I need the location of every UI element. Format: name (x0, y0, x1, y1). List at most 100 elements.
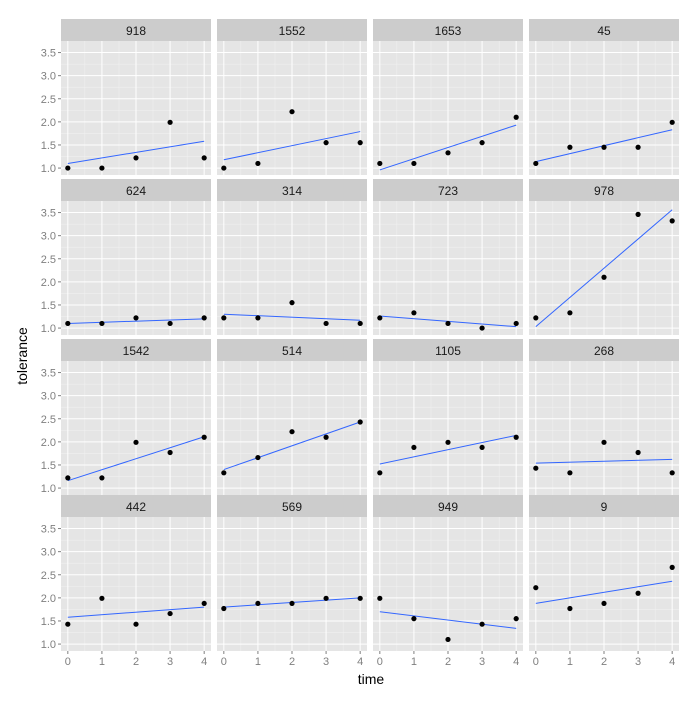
data-point (411, 616, 417, 622)
data-point (65, 621, 71, 627)
data-point (201, 434, 207, 440)
data-point (669, 119, 675, 125)
data-point (255, 454, 261, 461)
fit-line (535, 458, 673, 464)
data-point (167, 320, 173, 327)
facet-strip (217, 179, 367, 201)
data-point (601, 600, 607, 607)
data-point (65, 320, 71, 327)
data-point (567, 144, 573, 150)
facet-panel: 723 (373, 179, 523, 335)
data-point (601, 274, 607, 280)
x-axis-label: time (358, 671, 385, 687)
y-axis-label: tolerance (14, 327, 30, 385)
data-point (567, 605, 573, 612)
data-point (289, 109, 295, 115)
data-point (479, 325, 485, 331)
data-point (357, 595, 363, 601)
facet-strip (373, 179, 523, 201)
fit-line (535, 580, 673, 604)
data-point (133, 155, 139, 161)
x-tick-label: 2 (133, 656, 139, 668)
x-tick-label: 1 (411, 656, 417, 668)
x-tick-label: 0 (377, 656, 383, 668)
y-tick-label: 2.5 (41, 94, 56, 106)
data-point (567, 470, 573, 476)
facet-panel: 1653 (373, 19, 523, 175)
data-point (133, 315, 139, 321)
data-point (533, 160, 539, 167)
data-point (669, 564, 675, 570)
facet-strip (373, 339, 523, 361)
data-point (377, 470, 383, 476)
facet-strip (61, 179, 211, 201)
x-tick-label: 2 (289, 656, 295, 668)
y-tick-label: 1.0 (41, 163, 56, 175)
y-tick-label: 3.0 (41, 71, 56, 83)
data-point (65, 165, 71, 171)
data-point (323, 320, 329, 327)
fit-line (223, 313, 361, 321)
y-tick-label: 1.0 (41, 639, 56, 651)
facet-panel: 268 (529, 339, 679, 495)
data-point (533, 315, 539, 321)
data-point (289, 600, 295, 607)
data-point (289, 300, 295, 306)
data-point (411, 444, 417, 451)
x-tick-label: 4 (357, 656, 363, 668)
facet-strip-label: 723 (438, 184, 458, 198)
y-tick-label: 3.0 (41, 391, 56, 403)
x-tick-label: 0 (65, 656, 71, 668)
facet-strip-label: 45 (597, 24, 611, 38)
data-point (533, 585, 539, 591)
y-tick-label: 2.5 (41, 570, 56, 582)
data-point (601, 144, 607, 150)
data-point (411, 160, 417, 167)
y-tick-label: 2.5 (41, 254, 56, 266)
y-tick-label: 1.5 (41, 140, 56, 152)
data-point (533, 465, 539, 471)
x-tick-label: 2 (601, 656, 607, 668)
data-point (99, 475, 105, 481)
data-point (167, 449, 173, 456)
data-point (411, 310, 417, 316)
y-tick-label: 2.5 (41, 414, 56, 426)
data-point (221, 605, 227, 612)
data-point (445, 150, 451, 156)
data-point (445, 439, 451, 445)
x-tick-label: 1 (255, 656, 261, 668)
data-point (221, 315, 227, 321)
y-tick-label: 3.0 (41, 547, 56, 559)
data-point (669, 218, 675, 224)
x-tick-label: 3 (323, 656, 329, 668)
facet-strip (61, 19, 211, 41)
facet-panel: 9 0 1 2 3 4 (529, 495, 679, 668)
fit-line (67, 140, 205, 164)
data-point (377, 595, 383, 601)
facet-strip (373, 19, 523, 41)
facet-strip-label: 514 (282, 344, 302, 358)
facet-strip-label: 1105 (435, 344, 461, 358)
y-tick-label: 1.0 (41, 323, 56, 335)
facet-panel: 514 (217, 339, 367, 495)
facet-strip (217, 495, 367, 517)
data-point (635, 144, 641, 150)
data-point (289, 429, 295, 435)
data-point (99, 320, 105, 327)
data-point (323, 434, 329, 440)
data-point (65, 475, 71, 481)
facet-strip (529, 339, 679, 361)
data-point (99, 165, 105, 171)
panels-layer: 918 1.0 1.5 2.0 2.5 3.0 3.5 1552 1653 45 624 1.0 1.5… (41, 19, 679, 668)
y-tick-label: 1.5 (41, 616, 56, 628)
data-point (357, 320, 363, 327)
x-tick-label: 1 (567, 656, 573, 668)
data-point (221, 165, 227, 171)
fit-line (67, 318, 205, 324)
facet-strip (61, 339, 211, 361)
facet-strip (529, 19, 679, 41)
facet-strip-label: 918 (126, 24, 146, 38)
fit-line (223, 421, 361, 471)
y-tick-label: 2.0 (41, 117, 56, 129)
